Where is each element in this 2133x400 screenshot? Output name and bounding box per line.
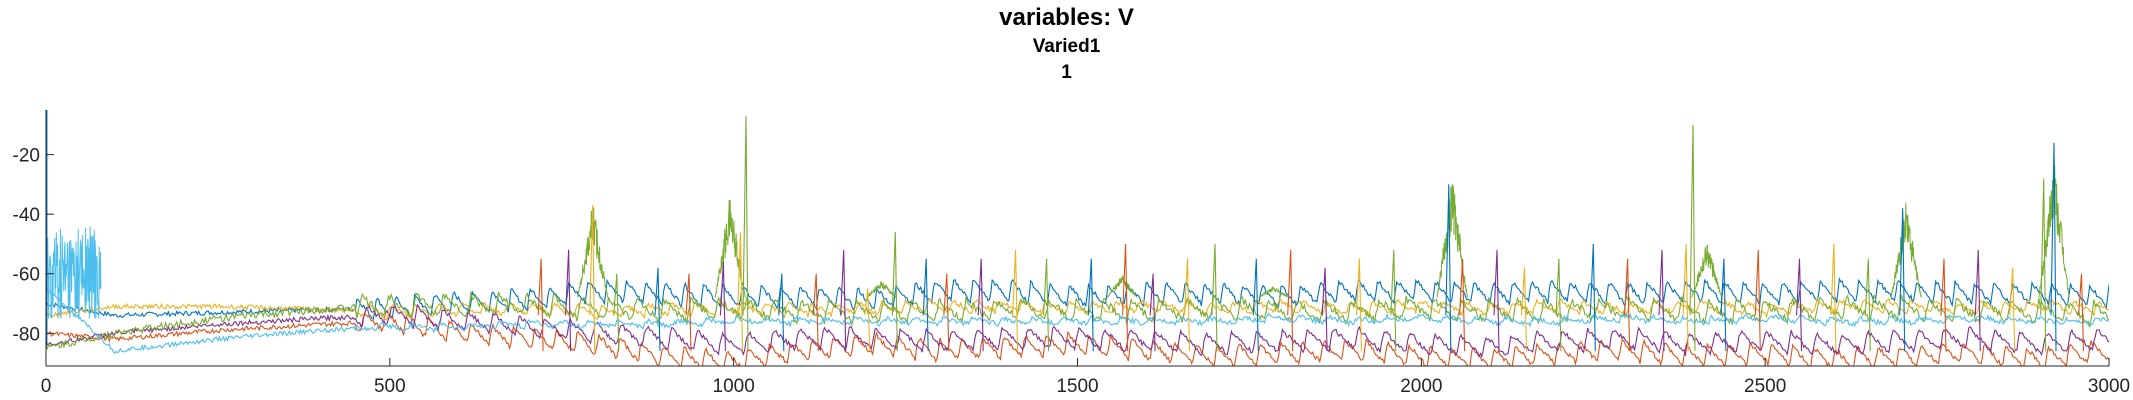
chart-title: variables: V [999,4,1134,31]
spike-36 [1624,258,1631,352]
spike-1 [537,258,544,352]
spike-49 [2040,178,2047,352]
spike-6 [685,273,692,352]
spike-16 [943,273,950,352]
x-tick-label: 500 [374,376,406,397]
burst-3 [866,281,897,298]
spike-28 [1355,258,1362,352]
spike-8 [736,231,744,352]
x-tick-label: 1500 [1056,376,1098,397]
spike-43 [1830,243,1837,352]
spike-3 [589,205,596,352]
spike-19 [1043,258,1050,352]
spike-44 [1864,258,1871,352]
spike-22 [1149,273,1156,352]
spike-14 [891,231,898,352]
spike-24 [1211,243,1218,352]
spike-39 [1689,124,1696,352]
spike-17 [977,258,984,352]
spike-23 [1183,258,1191,352]
series-line-6 [46,286,2109,355]
spike-10 [778,273,785,352]
series-layer [46,110,2109,366]
y-tick-label: -80 [13,324,40,345]
spike-45 [1899,208,1906,352]
spike-21 [1122,243,1129,352]
spike-35 [1589,243,1596,352]
series-line-3 [46,297,2109,321]
spike-50 [2050,142,2057,352]
spike-38 [1682,243,1689,352]
spike-37 [1658,249,1665,352]
spike-48 [2009,267,2016,352]
spike-46 [1940,258,1947,352]
spike-30 [1445,184,1452,352]
x-tick-label: 0 [41,376,52,397]
spike-12 [840,249,847,352]
series-line-5 [46,291,2109,351]
spike-33 [1520,267,1528,352]
spike-47 [1974,249,1981,352]
x-tick-label: 2000 [1400,376,1442,397]
spike-31 [1459,258,1466,352]
burst-2 [714,199,746,298]
burst-4 [1106,275,1138,298]
spike-11 [812,273,819,352]
burst-8 [1890,202,1922,298]
spike-15 [922,258,929,352]
spike-40 [1720,258,1727,352]
spike-34 [1555,258,1562,352]
spike-25 [1252,258,1259,352]
spike-27 [1321,267,1328,352]
spike-13 [864,288,871,352]
spike-20 [1087,258,1094,352]
spike-2 [565,249,572,352]
spike-32 [1493,249,1500,352]
spike-42 [1795,258,1803,352]
transient-burst [46,226,102,319]
series-line-4 [46,303,2109,358]
x-tick-label: 2500 [1744,376,1786,397]
y-tick-label: -40 [13,205,40,226]
spike-9 [742,115,749,352]
burst-7 [1691,244,1723,298]
chart-subtitle-2: 1 [1061,62,1072,83]
spike-51 [2077,273,2085,352]
spike-7 [719,261,726,352]
burst-5 [1258,286,1289,298]
spike-41 [1754,249,1761,352]
x-tick-label: 1000 [713,376,755,397]
y-tick-label: -20 [13,146,40,167]
spike-26 [1287,249,1294,352]
spike-5 [654,267,661,352]
chart-subtitle-1: Varied1 [1032,36,1101,57]
spike-29 [1390,249,1397,352]
spike-18 [1012,249,1019,352]
spike-4 [613,273,620,352]
y-tick-label: -60 [13,265,40,286]
axes-layer: 0 500 1000 1500 2000 2500 3000 -20 -40 -60 -80 [13,110,2130,397]
x-tick-label: 3000 [2088,376,2130,397]
